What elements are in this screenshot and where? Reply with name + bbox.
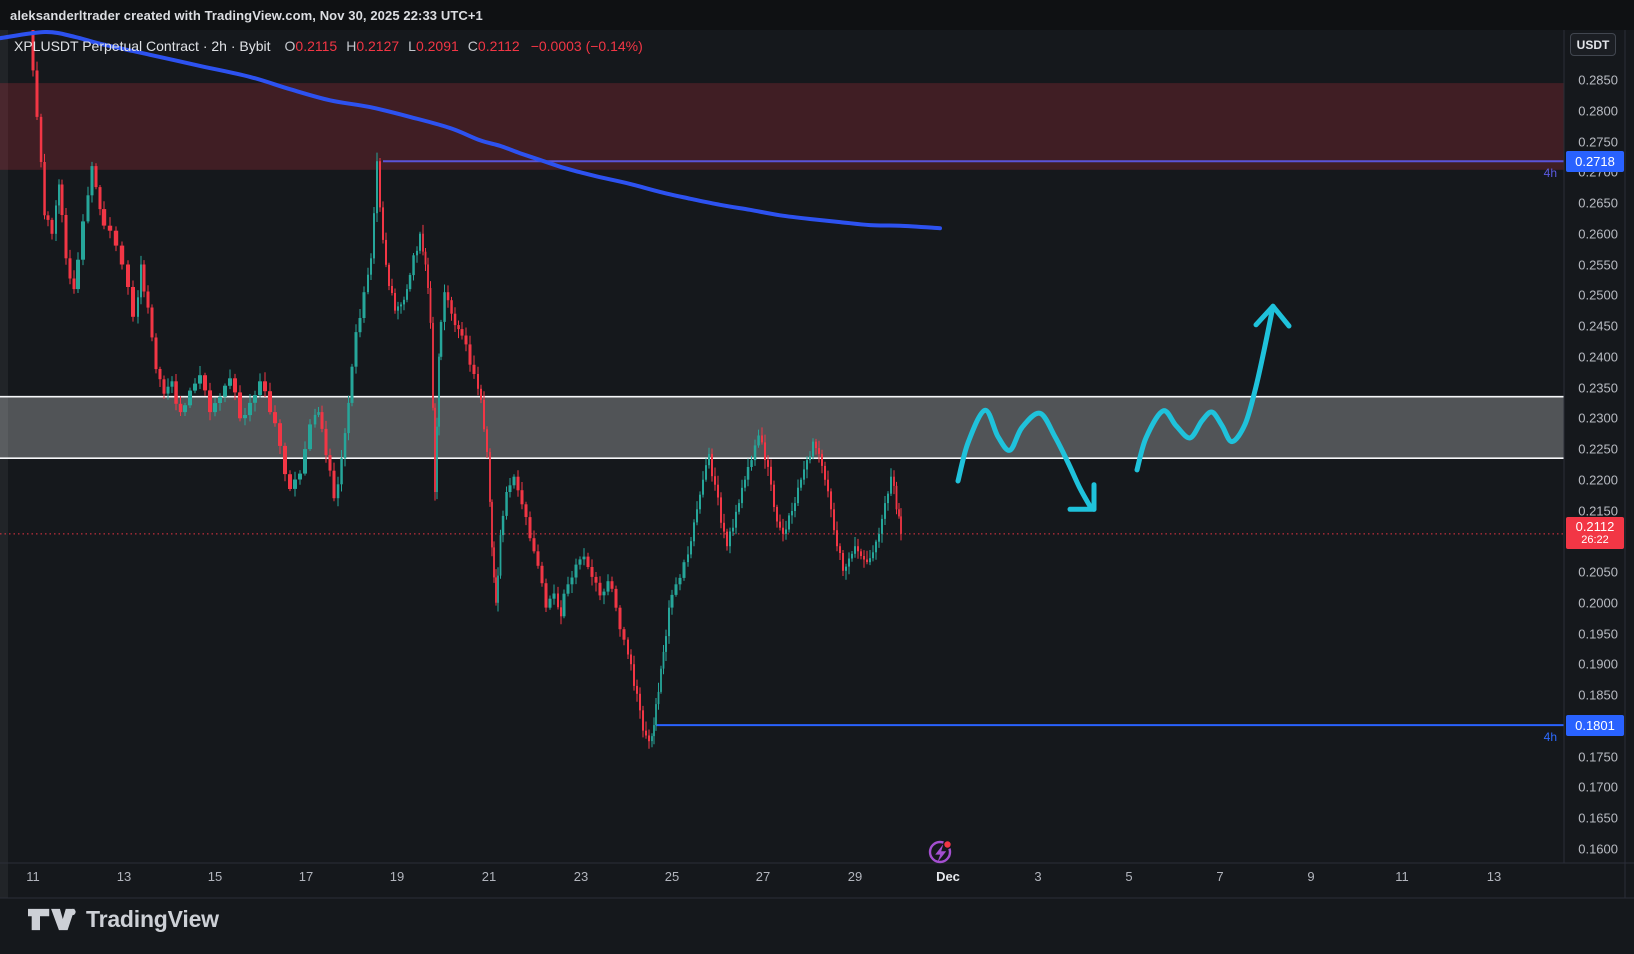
timeframe-tag-0.1801: 4h (1543, 730, 1557, 745)
supply-zone-high[interactable] (0, 83, 1564, 170)
projection-breakout-arrow[interactable] (1134, 303, 1292, 473)
time-tick-27: 27 (755, 869, 771, 884)
left-edge-strip (0, 30, 8, 898)
bar-countdown: 26:22 (1581, 533, 1609, 546)
attribution-text: aleksanderltrader created with TradingVi… (10, 7, 483, 23)
time-tick-23: 23 (573, 869, 589, 884)
ma-line[interactable] (0, 30, 942, 231)
tradingview-logo[interactable]: TradingView (28, 906, 219, 933)
time-tick-19: 19 (389, 869, 405, 884)
time-tick-25: 25 (664, 869, 680, 884)
change-value: −0.0003 (−0.14%) (530, 38, 643, 54)
price-tick-0.2800: 0.2800 (1578, 103, 1618, 119)
resistance-range-zone[interactable] (0, 395, 1564, 460)
time-tick-5: 5 (1125, 869, 1133, 884)
time-axis[interactable]: 11 13 15 17 19 21 23 25 27 29 Dec 3 5 7 9 11 13 (0, 863, 1634, 898)
price-tick-0.1600: 0.1600 (1578, 841, 1618, 857)
price-tick-0.2750: 0.2750 (1578, 134, 1618, 149)
current-price-chip: 0.2112 26:22 (1566, 516, 1624, 549)
time-tick-11: 11 (26, 869, 40, 884)
price-tick-0.2500: 0.2500 (1578, 287, 1618, 303)
price-tick-0.2000: 0.2000 (1578, 595, 1618, 611)
price-tick-0.2850: 0.2850 (1578, 72, 1618, 88)
price-tick-0.2450: 0.2450 (1578, 318, 1618, 334)
time-tick-29: 29 (847, 869, 863, 884)
price-tick-0.2050: 0.2050 (1578, 564, 1618, 580)
price-tick-0.2150: 0.2150 (1578, 503, 1618, 518)
price-tick-0.2600: 0.2600 (1578, 226, 1618, 242)
price-tick-0.1850: 0.1850 (1578, 687, 1618, 703)
time-tick-Dec: Dec (936, 869, 960, 884)
time-tick-13: 13 (1486, 869, 1502, 884)
tradingview-logo-text: TradingView (86, 906, 219, 932)
tradingview-logo-icon (28, 908, 76, 931)
time-tick-7: 7 (1216, 869, 1224, 884)
price-tick-0.1750: 0.1750 (1578, 749, 1618, 764)
price-tick-0.1950: 0.1950 (1578, 626, 1618, 641)
time-tick-21: 21 (481, 869, 497, 884)
price-tick-0.2250: 0.2250 (1578, 441, 1618, 457)
flash-signal-marker[interactable] (928, 839, 953, 864)
price-tick-0.2400: 0.2400 (1578, 349, 1618, 365)
price-tick-0.2550: 0.2550 (1578, 257, 1618, 272)
plot-area[interactable] (0, 5, 1564, 749)
price-tick-0.2650: 0.2650 (1578, 195, 1618, 211)
candlesticks (31, 30, 902, 749)
price-tick-0.1700: 0.1700 (1578, 779, 1618, 795)
timeframe-tag-0.2718: 4h (1543, 166, 1557, 181)
time-tick-15: 15 (207, 869, 223, 884)
ohlc-l: L0.2091 (408, 38, 459, 54)
price-tick-0.2300: 0.2300 (1578, 410, 1618, 426)
currency-badge[interactable]: USDT (1570, 33, 1616, 56)
projection-pullback-arrow[interactable] (955, 407, 1097, 512)
ohlc-o: O0.2115 (284, 38, 338, 54)
level-price-chip-0.1801: 0.1801 (1566, 714, 1624, 736)
price-tick-0.1650: 0.1650 (1578, 810, 1618, 826)
ohlc-values: O0.2115 H0.2127 L0.2091 C0.2112 (285, 38, 529, 54)
time-tick-9: 9 (1307, 869, 1315, 884)
ohlc-c: C0.2112 (467, 38, 520, 54)
time-tick-11: 11 (1395, 869, 1409, 884)
attribution-bar: aleksanderltrader created with TradingVi… (0, 0, 1634, 30)
time-tick-17: 17 (298, 869, 314, 884)
symbol-title[interactable]: XPLUSDT Perpetual Contract · 2h · Bybit (14, 38, 271, 54)
price-tick-0.1900: 0.1900 (1578, 656, 1618, 672)
time-tick-13: 13 (116, 869, 132, 884)
price-axis[interactable]: 0.2850 0.2800 0.2750 0.2700 0.2650 0.2600 0.25… (1564, 30, 1634, 863)
time-tick-3: 3 (1034, 869, 1042, 884)
symbol-legend[interactable]: XPLUSDT Perpetual Contract · 2h · Bybit … (14, 36, 643, 56)
price-tick-0.2200: 0.2200 (1578, 472, 1618, 488)
level-price-chip-0.2718: 0.2718 (1566, 150, 1624, 172)
ohlc-h: H0.2127 (346, 38, 400, 54)
price-tick-0.2350: 0.2350 (1578, 380, 1618, 395)
